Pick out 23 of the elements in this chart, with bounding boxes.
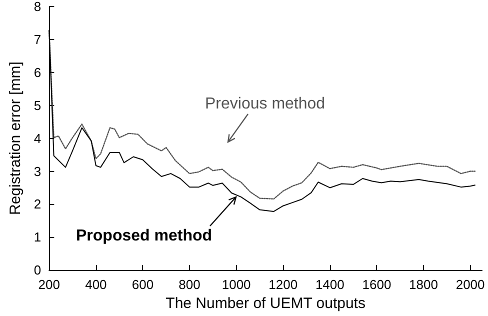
y-tick-label: 3 xyxy=(34,164,42,179)
y-axis-title: Registration error [mm] xyxy=(7,62,24,215)
y-tick-label: 8 xyxy=(34,0,42,14)
x-tick-label: 1600 xyxy=(362,277,392,292)
y-tick-label: 7 xyxy=(34,32,42,47)
y-tick-label: 4 xyxy=(34,130,42,146)
x-tick-label: 200 xyxy=(38,277,60,292)
x-tick-label: 2000 xyxy=(456,277,485,292)
text: Previous method xyxy=(205,96,326,112)
x-tick-label: 800 xyxy=(178,277,200,292)
x-tick-label: 1800 xyxy=(409,277,438,292)
y-tick-label: 0 xyxy=(34,262,42,278)
y-tick-label: 2 xyxy=(34,196,42,212)
x-tick-label: 1000 xyxy=(222,277,251,292)
y-tick-label: 6 xyxy=(34,64,42,80)
y-tick-label: 1 xyxy=(34,230,42,245)
x-tick-label: 600 xyxy=(132,277,154,292)
legend-label: Proposed method xyxy=(76,228,212,244)
x-tick-label: 400 xyxy=(85,277,107,292)
y-tick-label: 5 xyxy=(34,98,42,113)
x-tick-label: 1200 xyxy=(268,277,298,292)
x-tick-label: 1400 xyxy=(315,277,344,292)
x-axis-title: The Number of UEMT outputs xyxy=(166,295,366,312)
